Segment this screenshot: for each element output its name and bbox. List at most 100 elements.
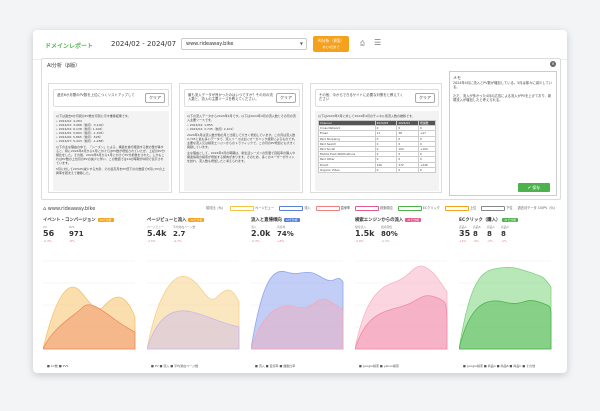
panel-legend: ■ 流入 ■ 直帰率 ■ 離脱比率 (255, 364, 296, 368)
metric-panel: イベント・コンバージョン AIで分析 CV 56 -2.3% PVS 971 -8% ■ CV数… (43, 217, 143, 372)
answer-list: 2024/02: 4,284 2024/03: 3,988（前月: -3,100… (56, 119, 166, 143)
metrics-site: ⌂ www.rideaway.bike (43, 206, 96, 212)
close-icon[interactable]: × (550, 61, 556, 67)
answer-more: 以下の主な理由の中で、「シーズン」による、構造を進行経過する数の量が等すると、特… (56, 145, 165, 165)
answer-box: 以下は過去6か月間のPV数を月別に示す推移結果です。 2024/02: 4,28… (53, 111, 169, 191)
question-box[interactable]: 最も流入データが良かったのはいつですか？その月の流入数と、流入の主要ソースを教え… (184, 89, 300, 107)
legend-item-label: 下位 (506, 206, 513, 210)
panel-chart (459, 260, 552, 350)
chart-area-1 (147, 276, 240, 350)
metric-delta: -1.5% (147, 239, 156, 243)
legend-item[interactable]: 下位 (481, 205, 513, 211)
question-text: 最も流入データが良かったのはいつですか？その月の流入数と、流入の主要ソースを教え… (188, 93, 273, 102)
metric-value: 8 (473, 230, 478, 238)
panel-title-text: ECクリック（購入） (459, 218, 501, 223)
menu-icon[interactable]: ☰ (374, 38, 382, 47)
metric-label: 商品C (487, 225, 495, 229)
panel-title-text: イベント・コンバージョン (43, 218, 96, 223)
chart-area-1 (355, 265, 448, 350)
ai-badge[interactable]: AIで分析 (283, 217, 300, 222)
metric-delta: -2.6% (355, 239, 364, 243)
legend-item[interactable]: 直帰率 (315, 205, 351, 211)
clear-button[interactable]: クリア (415, 93, 435, 103)
metric-label: 商品A (459, 225, 467, 229)
answer-box: 以下の流入データから2024年4月です。以下は2024年4月の流入数とその月の流… (184, 111, 300, 191)
legend-item[interactable]: ECクリック (397, 205, 440, 211)
table-cell: 0 (418, 166, 436, 173)
metric-label: 平均滞在ページ数 (173, 225, 196, 229)
panel-chart (251, 260, 344, 350)
memo-text[interactable]: 2024年4月に流入とPV数が増加している。5月は徐々に減少している。 ただ、流… (453, 81, 553, 103)
metric-panel: ページビューと流入 AIで分析 ページビュー 5.4k -1.5% 平均滞在ページ数 2.7… (147, 217, 247, 372)
table-cell: 0 (374, 166, 398, 173)
question-box[interactable]: その他、今からできるサイトに必要な対策をと教えてください クリア (315, 89, 439, 107)
metric-label: 商品D (501, 225, 509, 229)
metric-label: 直帰率 (277, 225, 286, 229)
metric-value: 1.5k (355, 229, 375, 238)
ai-analysis-button[interactable]: AI分析（β版） あと6回まで (313, 36, 349, 52)
metric-value: 2.0k (251, 229, 271, 238)
clear-button[interactable]: クリア (145, 93, 165, 103)
legend-item-label: 直帰率 (340, 206, 351, 210)
panel-chart (147, 260, 240, 350)
ai-card-1: 過去6か月間のPV数を上位につくリストアップして クリア 以下は過去6か月間のP… (48, 83, 172, 193)
report-brand: ドメインレポート (45, 43, 94, 50)
domain-select[interactable]: www.rideaway.bike ▼ (181, 38, 307, 50)
metrics-site-label: www.rideaway.bike (47, 206, 96, 212)
legend-swatch (315, 205, 340, 211)
ai-badge[interactable]: AIで分析 (502, 217, 519, 222)
panel-title: ECクリック（購入） AIで分析 (459, 217, 519, 223)
answer-item: 2024/04: 2,745（前月: 2,101） (187, 127, 297, 131)
panel-legend: ■ CV数 ■ PVS (47, 364, 69, 368)
print-icon[interactable]: ⎙ (360, 40, 365, 47)
legend-label-2: 過去月データ CV/PV（％） (517, 206, 557, 210)
answer-item: 2024/03: 3,988（前月: -3,100） (56, 123, 166, 127)
metrics-legend: 前月比（％） ページビュー 流入 直帰率 検索順位 ECクリック 上位 下位 過去月データ CV… (206, 205, 562, 211)
memo-box[interactable]: メモ 2024年4月に流入とPV数が増加している。5月は徐々に減少している。 た… (449, 71, 557, 196)
answer-list: 2024/04: 1,855 2024/04: 2,745（前月: 2,101） (187, 123, 297, 131)
legend-item[interactable]: 流入 (279, 205, 311, 211)
metric-value: 35 (459, 229, 471, 238)
ai-analysis-panel: AI分析（β版） × 過去6か月間のPV数を上位につくリストアップして クリア … (41, 58, 561, 200)
ai-badge[interactable]: AIで分析 (405, 217, 422, 222)
clear-button[interactable]: クリア (276, 93, 296, 103)
metric-value: 8 (487, 230, 492, 238)
answer-item: 2024/06: 5,865（前月: -528） (56, 135, 166, 139)
answer-more: 2024年4月は流入数が他の月と比較して大きく増加しています。この月は流入数2,… (187, 133, 297, 149)
report-period: 2024/02 - 2024/07 (111, 40, 177, 48)
legend-item[interactable]: 検索順位 (355, 205, 393, 211)
panel-title: 流入と直帰傾向 AIで分析 (251, 217, 300, 223)
table-cell: Organic Video (318, 166, 376, 173)
ai-badge[interactable]: AIで分析 (188, 217, 205, 222)
legend-item[interactable]: ページビュー (230, 205, 274, 211)
metric-panel: ECクリック（購入） AIで分析 商品A 35 +4% 商品B 8 -4% 商品C 8 -2% 商品D… (459, 217, 559, 372)
panel-title-text: 流入と直帰傾向 (251, 218, 282, 223)
metric-delta: -1% (501, 239, 507, 243)
save-button[interactable]: ✔ 保存 (518, 183, 550, 192)
metric-panel: 流入と直帰傾向 AIで分析 流入 2.0k -0.3% 直帰率 74% +8% ■ 流入 ■ 直… (251, 217, 351, 372)
answer-item: 2024/04: 1,855 (187, 123, 297, 127)
ai-analysis-button-label: AI分析（β版） (317, 38, 345, 43)
domain-select-value: www.rideaway.bike (186, 41, 234, 47)
answer-tail: 主な理由として、2024年4月の時期は、新生活シーズンの影響で自転車の購入や関連… (187, 151, 296, 163)
legend-swatch (230, 205, 255, 211)
panel-title: イベント・コンバージョン AIで分析 (43, 217, 114, 223)
table-row: Cross Network 0 0 0 (318, 125, 436, 132)
question-box[interactable]: 過去6か月間のPV数を上位につくリストアップして クリア (53, 89, 169, 107)
report-header: ドメインレポート 2024/02 - 2024/07 www.rideaway.… (33, 30, 567, 60)
legend-item-label: ECクリック (422, 206, 440, 210)
chevron-down-icon: ▼ (299, 41, 303, 46)
metric-value: 8 (501, 230, 506, 238)
metric-value: 2.7 (173, 230, 186, 238)
ai-badge[interactable]: AIで分析 (97, 217, 114, 222)
metric-label: 流入 (251, 225, 257, 229)
legend-item[interactable]: 上位 (444, 205, 476, 211)
metrics-section: ⌂ www.rideaway.bike 前月比（％） ページビュー 流入 直帰率 検索順… (41, 202, 561, 372)
metric-label: 検索順位 (381, 225, 393, 229)
answer-tail: 5月に対して20%PV減少する方針、その最高月をPV低下のの数値で8月にPVの上… (56, 167, 165, 175)
legend-swatch (397, 205, 422, 211)
legend-item-label: 検索順位 (380, 206, 393, 210)
metric-label: CV (43, 225, 47, 229)
metric-panel: 検索エンジンからの流入 AIで分析 検索流入 1.5k -2.6% 検索順位 80% -1.1… (355, 217, 455, 372)
metric-delta: +4% (459, 239, 467, 243)
